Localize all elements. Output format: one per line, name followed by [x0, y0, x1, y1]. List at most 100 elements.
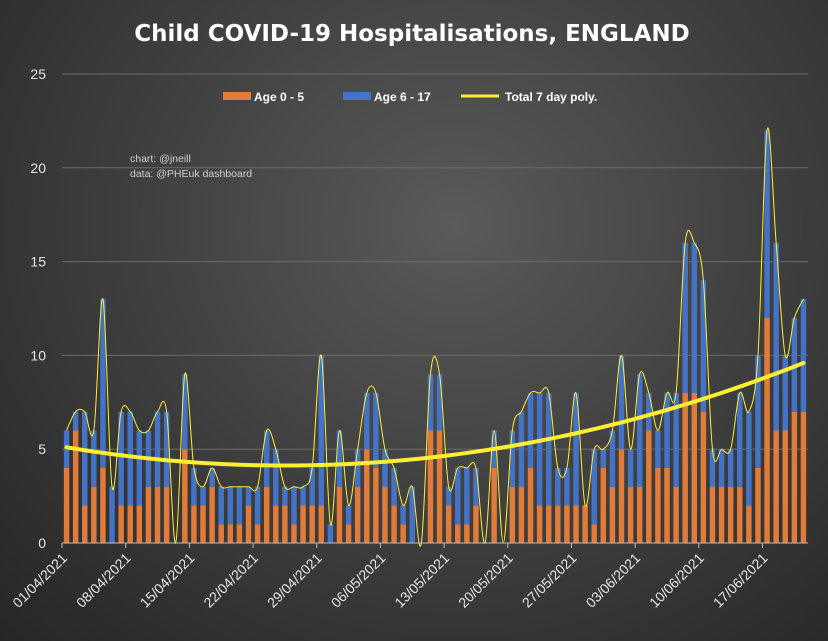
bar-age-6-17: [236, 486, 243, 525]
bar-age-6-17: [400, 505, 406, 525]
bar-age-0-5: [646, 430, 652, 543]
bar-age-0-5: [709, 486, 716, 543]
bar-age-0-5: [464, 524, 470, 543]
bar-age-0-5: [600, 467, 607, 543]
bar-age-6-17: [218, 486, 224, 525]
bar-age-6-17: [182, 374, 188, 450]
bar-age-0-5: [700, 411, 707, 543]
bar-age-6-17: [191, 467, 197, 506]
bar-age-6-17: [100, 299, 106, 468]
bar-age-0-5: [691, 392, 698, 543]
bar-age-0-5: [236, 524, 243, 543]
bar-age-0-5: [627, 486, 634, 543]
bar-age-6-17: [455, 467, 461, 525]
bar-age-0-5: [746, 505, 752, 543]
bar-age-6-17: [309, 467, 315, 506]
bar-age-6-17: [555, 467, 561, 506]
bar-age-6-17: [345, 505, 352, 525]
bar-age-6-17: [245, 486, 252, 506]
legend: Age 0 - 5 Age 6 - 17 Total 7 day poly.: [223, 90, 597, 104]
bar-age-0-5: [727, 486, 734, 543]
bar-age-0-5: [182, 449, 188, 543]
bar-age-6-17: [782, 355, 788, 431]
bar-age-0-5: [782, 430, 788, 543]
bar-age-6-17: [327, 524, 334, 543]
bar-age-0-5: [427, 430, 434, 543]
line-series: [64, 127, 806, 547]
bar-age-6-17: [764, 130, 770, 318]
bar-age-0-5: [491, 467, 497, 543]
x-tick-label: 20/05/2021: [455, 550, 516, 611]
bar-age-0-5: [136, 505, 143, 543]
bar-age-6-17: [673, 392, 679, 487]
legend-swatch-age-6-17: [343, 92, 371, 100]
bar-age-0-5: [382, 486, 388, 543]
y-tick-label: 5: [38, 441, 46, 457]
x-tick-label: 03/06/2021: [582, 550, 643, 611]
bar-age-6-17: [536, 392, 543, 506]
chart-credits: chart: @jneill data: @PHEuk dashboard: [130, 153, 252, 180]
x-tick-label: 01/04/2021: [9, 550, 70, 611]
x-tick-label: 17/06/2021: [710, 550, 771, 611]
bar-age-6-17: [136, 430, 143, 506]
bar-age-6-17: [691, 242, 698, 393]
bar-age-0-5: [145, 486, 152, 543]
bar-age-6-17: [636, 374, 643, 487]
trend-poly-line: [64, 361, 806, 468]
bar-age-6-17: [618, 355, 625, 450]
bar-age-6-17: [373, 392, 379, 468]
bar-age-6-17: [118, 411, 124, 506]
bar-age-6-17: [709, 449, 716, 487]
bar-age-6-17: [773, 242, 779, 431]
bar-age-0-5: [309, 505, 315, 543]
bar-age-0-5: [82, 505, 88, 543]
bar-age-6-17: [682, 242, 688, 393]
bar-age-6-17: [700, 280, 707, 412]
bar-age-6-17: [591, 449, 597, 525]
bar-age-0-5: [318, 505, 325, 543]
bar-age-6-17: [109, 486, 115, 543]
legend-label-trend: Total 7 day poly.: [505, 90, 597, 104]
bar-age-0-5: [227, 524, 234, 543]
bar-age-0-5: [673, 486, 679, 543]
bar-age-6-17: [409, 486, 415, 543]
x-tick-label: 06/05/2021: [328, 550, 389, 611]
bar-age-6-17: [718, 449, 725, 487]
bar-age-0-5: [345, 524, 352, 543]
bar-age-0-5: [573, 505, 579, 543]
chart-title: Child COVID-19 Hospitalisations, ENGLAND: [134, 21, 689, 47]
bar-age-6-17: [509, 430, 516, 487]
bar-age-0-5: [718, 486, 725, 543]
bar-age-6-17: [427, 374, 434, 431]
bar-age-0-5: [245, 505, 252, 543]
y-tick-label: 25: [30, 66, 46, 82]
bar-age-6-17: [800, 299, 807, 412]
bar-age-6-17: [573, 392, 579, 506]
bar-age-0-5: [545, 505, 552, 543]
bar-age-6-17: [200, 486, 206, 506]
x-tick-label: 29/04/2021: [264, 550, 325, 611]
bar-age-6-17: [336, 430, 343, 487]
x-tick-label: 13/05/2021: [391, 550, 452, 611]
bar-age-0-5: [354, 486, 361, 543]
bar-age-0-5: [755, 467, 761, 543]
bar-age-0-5: [591, 524, 597, 543]
bar-age-6-17: [464, 467, 470, 525]
bar-age-0-5: [373, 467, 379, 543]
bar-age-6-17: [527, 392, 534, 468]
bar-age-6-17: [627, 449, 634, 487]
bar-age-0-5: [364, 449, 370, 543]
bar-age-6-17: [518, 411, 525, 487]
bar-age-6-17: [72, 411, 79, 431]
bar-age-0-5: [664, 467, 670, 543]
bar-age-6-17: [445, 486, 452, 506]
x-tick-label: 22/04/2021: [200, 550, 261, 611]
bar-age-0-5: [509, 486, 516, 543]
bar-age-6-17: [254, 486, 261, 525]
bar-age-6-17: [209, 467, 215, 487]
bar-age-0-5: [300, 505, 306, 543]
bar-age-0-5: [555, 505, 561, 543]
y-tick-label: 20: [30, 160, 46, 176]
